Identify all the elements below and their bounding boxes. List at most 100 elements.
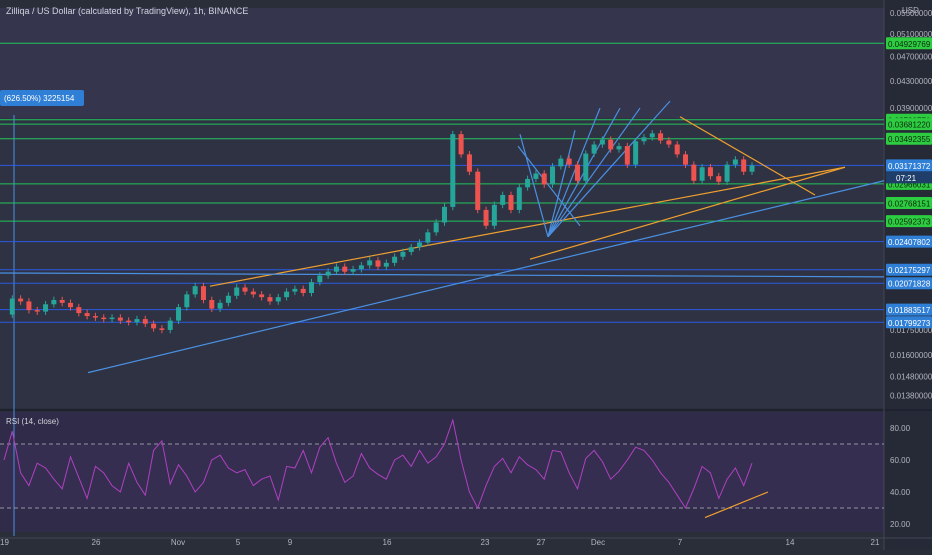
candle-body[interactable] [500,194,506,205]
candle-body[interactable] [184,294,190,308]
candle-body[interactable] [109,317,115,320]
fib-fan-line-1[interactable] [547,107,641,238]
candle-body[interactable] [101,317,107,320]
candle-body[interactable] [583,153,589,181]
candle-body[interactable] [616,146,622,150]
candle-body[interactable] [608,139,614,150]
candle-body[interactable] [732,159,738,165]
green-level-tag[interactable] [886,197,932,210]
candle-body[interactable] [34,310,40,312]
candle-body[interactable] [674,144,680,155]
candle-body[interactable] [491,204,497,226]
fib-fan-line-4[interactable] [547,130,576,237]
candle-body[interactable] [242,287,248,292]
candle-body[interactable] [26,301,32,311]
candle-body[interactable] [234,287,240,296]
blue-level-tag[interactable] [886,303,932,316]
candle-body[interactable] [317,275,323,283]
candle-body[interactable] [483,209,489,226]
fan-down-line[interactable] [517,145,581,227]
candle-body[interactable] [225,295,231,303]
candle-body[interactable] [92,316,98,318]
blue-level-tag[interactable] [886,263,932,276]
candle-body[interactable] [716,176,722,182]
candle-body[interactable] [508,194,514,210]
candle-body[interactable] [59,299,65,303]
candle-body[interactable] [142,319,148,324]
candle-body[interactable] [134,319,140,323]
candle-body[interactable] [550,166,556,185]
candle-body[interactable] [558,158,564,167]
candle-body[interactable] [18,298,24,302]
candle-body[interactable] [724,164,730,182]
candle-body[interactable] [176,307,182,321]
candle-body[interactable] [43,304,49,312]
candle-body[interactable] [67,302,73,308]
candle-body[interactable] [151,323,157,329]
candle-body[interactable] [458,134,464,155]
candle-body[interactable] [259,294,265,298]
candle-body[interactable] [658,133,664,141]
fan-down-line-2[interactable] [519,134,549,237]
candle-body[interactable] [425,232,431,243]
candle-body[interactable] [209,299,215,309]
candle-body[interactable] [250,291,256,295]
candle-body[interactable] [51,299,57,305]
candle-body[interactable] [466,154,472,172]
green-level-tag[interactable] [886,118,932,131]
fib-fan-line-0[interactable] [547,107,601,238]
candle-body[interactable] [367,260,373,266]
candle-body[interactable] [342,266,348,272]
orange-falling-trendline[interactable] [679,116,816,196]
candle-body[interactable] [159,328,165,330]
blue-level-tag[interactable] [886,316,932,329]
candle-body[interactable] [707,167,713,177]
candle-body[interactable] [641,137,647,142]
blue-lower-trendline[interactable] [87,180,885,374]
candle-body[interactable] [192,286,198,295]
blue-flat-trendline[interactable] [0,272,885,278]
candle-body[interactable] [533,173,539,179]
candle-body[interactable] [741,159,747,172]
candle-body[interactable] [84,313,90,317]
candle-body[interactable] [117,317,123,321]
candle-body[interactable] [392,256,398,263]
candle-body[interactable] [217,302,223,309]
candle-body[interactable] [383,262,389,267]
candle-body[interactable] [126,320,132,323]
candle-body[interactable] [408,247,414,252]
candle-body[interactable] [9,298,15,315]
candle-body[interactable] [267,297,273,302]
blue-level-tag[interactable] [886,159,932,172]
candle-body[interactable] [683,154,689,165]
green-level-tag[interactable] [886,215,932,228]
candle-body[interactable] [475,171,481,210]
blue-level-tag[interactable] [886,235,932,248]
candle-body[interactable] [541,173,547,185]
green-level-tag[interactable] [886,37,932,50]
candle-body[interactable] [450,134,456,207]
candle-body[interactable] [624,146,630,165]
candle-body[interactable] [749,165,755,172]
candle-body[interactable] [433,222,439,233]
candle-body[interactable] [400,251,406,257]
orange-rising-trendline[interactable] [209,166,846,287]
candle-body[interactable] [325,271,331,276]
candle-body[interactable] [516,187,522,210]
candle-body[interactable] [591,144,597,154]
green-level-tag[interactable] [886,132,932,145]
candle-body[interactable] [309,282,315,293]
rsi-trendline[interactable] [704,491,769,519]
candle-body[interactable] [649,133,655,138]
candle-body[interactable] [375,260,381,267]
candle-body[interactable] [350,269,356,272]
candle-body[interactable] [566,158,572,165]
candle-body[interactable] [284,291,290,298]
candle-body[interactable] [699,167,705,181]
candle-body[interactable] [275,297,281,302]
candle-body[interactable] [441,206,447,223]
candle-body[interactable] [333,266,339,272]
candle-body[interactable] [666,140,672,145]
blue-level-tag[interactable] [886,277,932,290]
fib-fan-line-2[interactable] [547,100,671,238]
